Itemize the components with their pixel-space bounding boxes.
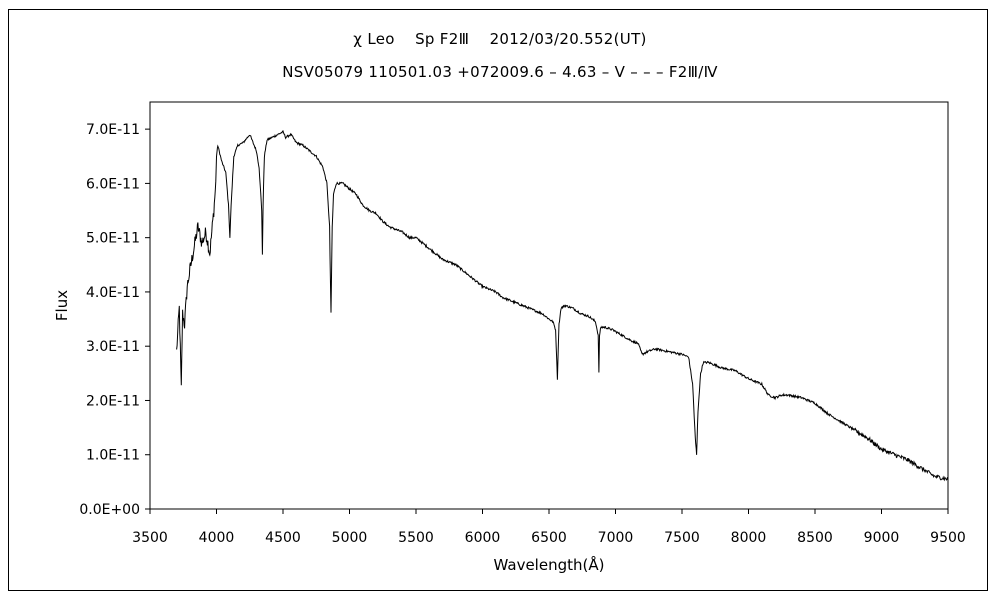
chart-title: χ Leo Sp F2Ⅲ 2012/03/20.552(UT) [353, 30, 647, 48]
plot-area [149, 101, 949, 510]
y-tick-label: 4.0E-11 [86, 285, 140, 301]
y-axis-title: Flux [53, 290, 71, 321]
x-tick-label: 8000 [731, 530, 767, 546]
x-tick-label: 9500 [930, 530, 966, 546]
spectrum-line [176, 130, 949, 482]
x-tick-label: 7000 [598, 530, 634, 546]
x-tick-label: 7500 [664, 530, 700, 546]
x-tick-label: 4500 [265, 530, 301, 546]
x-tick-label: 3500 [132, 530, 168, 546]
x-axis-title: Wavelength(Å) [494, 555, 605, 574]
y-tick-label: 3.0E-11 [86, 339, 140, 355]
chart-subtitle: NSV05079 110501.03 +072009.6 – 4.63 – V … [282, 63, 718, 81]
y-tick-label: 5.0E-11 [86, 231, 140, 247]
x-tick-label: 8500 [797, 530, 833, 546]
x-axis-ticks: 3500 4000 4500 5000 5500 6000 6500 7000 7500 8000… [132, 509, 966, 546]
x-tick-label: 5000 [332, 530, 368, 546]
x-tick-label: 9000 [864, 530, 900, 546]
x-tick-label: 6000 [465, 530, 501, 546]
x-tick-label: 6500 [531, 530, 567, 546]
y-tick-label: 0.0E+00 [79, 502, 140, 518]
y-tick-label: 6.0E-11 [86, 176, 140, 192]
y-tick-label: 1.0E-11 [86, 448, 140, 464]
x-tick-label: 5500 [398, 530, 434, 546]
x-tick-label: 4000 [199, 530, 235, 546]
y-tick-label: 7.0E-11 [86, 122, 140, 138]
y-axis-ticks: 0.0E+00 1.0E-11 2.0E-11 3.0E-11 4.0E-11 5.0E-… [79, 122, 150, 518]
y-tick-label: 2.0E-11 [86, 393, 140, 409]
